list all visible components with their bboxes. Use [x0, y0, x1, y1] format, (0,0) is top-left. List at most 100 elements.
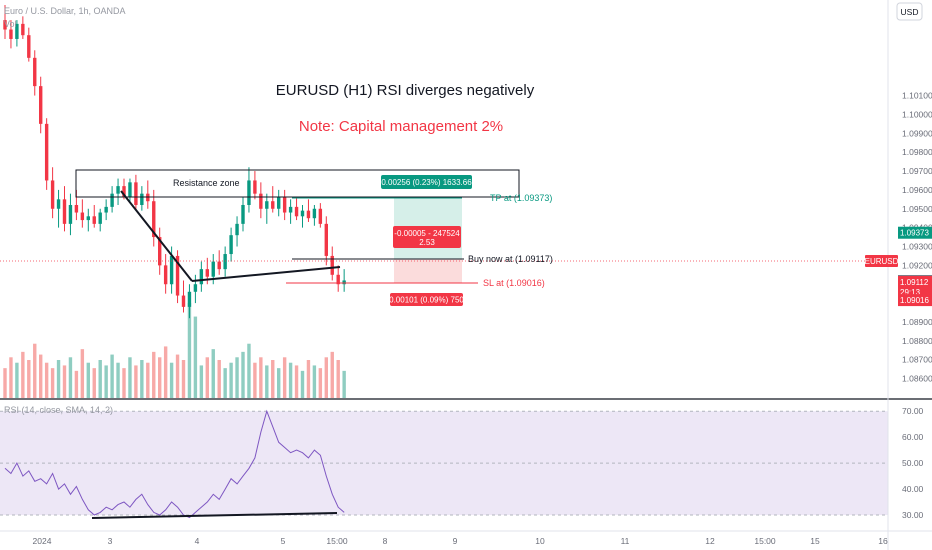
- currency-button-label[interactable]: USD: [901, 7, 919, 17]
- open-pnl-box: [393, 226, 461, 248]
- volume-bar: [288, 362, 293, 398]
- candle-body: [62, 199, 67, 224]
- volume-bar: [282, 357, 287, 398]
- candle-body: [336, 274, 340, 285]
- candle-body: [80, 212, 85, 221]
- time-tick-label: 11: [621, 536, 630, 546]
- candle-body: [92, 216, 96, 224]
- price-tick-label: 1.08700: [902, 355, 932, 365]
- price-tick-label: 1.10100: [902, 91, 932, 101]
- candle-body: [169, 255, 174, 285]
- candle-body: [39, 86, 43, 124]
- volume-bar: [253, 362, 257, 398]
- volume-bar: [241, 351, 245, 398]
- volume-bar: [318, 368, 323, 398]
- volume-bar: [116, 362, 120, 398]
- volume-bar: [128, 357, 132, 398]
- candle-body: [247, 180, 251, 205]
- volume-bar: [336, 360, 340, 398]
- volume-bar: [247, 343, 251, 398]
- volume-bar: [15, 362, 19, 398]
- loss-box: [390, 293, 463, 306]
- volume-bar: [217, 360, 221, 398]
- volume-bar: [3, 368, 7, 398]
- loss-zone[interactable]: [394, 259, 462, 283]
- currency-button[interactable]: [896, 2, 923, 21]
- price-trendline-down[interactable]: [120, 190, 193, 282]
- volume-bars: [3, 303, 346, 398]
- symbol-title[interactable]: Euro / U.S. Dollar, 1h, OANDA: [4, 6, 126, 16]
- symbol-tag-text: EURUSD: [865, 257, 899, 266]
- time-tick-label: 16: [878, 536, 888, 546]
- sl-price-tag-text: 1.09016: [900, 296, 929, 305]
- candle-body: [187, 291, 192, 307]
- candle-body: [33, 57, 37, 87]
- volume-bar: [44, 362, 49, 398]
- volume-bar: [199, 365, 204, 398]
- time-tick-label: 8: [383, 536, 388, 546]
- volume-bar: [259, 357, 263, 398]
- candle-body: [44, 123, 49, 181]
- volume-bar: [306, 360, 311, 398]
- volume-bar: [158, 357, 162, 398]
- candles: [3, 5, 346, 319]
- volume-bar: [27, 360, 31, 398]
- candle-body: [98, 212, 102, 224]
- volume-bar: [312, 365, 317, 398]
- resistance-zone-label: Resistance zone: [173, 178, 240, 188]
- volume-bar: [193, 316, 198, 398]
- time-tick-label: 10: [535, 536, 545, 546]
- volume-bar: [56, 360, 61, 398]
- time-tick-label: 9: [453, 536, 458, 546]
- candle-body: [306, 210, 311, 219]
- candle-body: [134, 182, 138, 205]
- candle-body: [104, 206, 108, 213]
- rsi-label[interactable]: RSI (14, close, SMA, 14, 2): [4, 405, 113, 415]
- price-tick-label: 1.08800: [902, 336, 932, 346]
- candle-body: [193, 284, 198, 292]
- candle-body: [288, 206, 293, 213]
- volume-bar: [110, 354, 114, 398]
- symbol-tag: [865, 255, 898, 267]
- current-price-tag-text: 1.09112: [900, 278, 929, 287]
- rsi-trendline-lower-low[interactable]: [91, 512, 338, 519]
- rsi-tick-label: 70.00: [902, 406, 924, 416]
- price-tick-label: 1.09200: [902, 260, 932, 270]
- volume-bar: [271, 360, 275, 398]
- tp-price-tag-text: 1.09373: [900, 229, 929, 238]
- resistance-zone-rectangle[interactable]: [75, 169, 520, 198]
- price-tick-label: 1.09500: [902, 204, 932, 214]
- time-axis-ticks: 2024 3 4 5 15:00 8 9 10 11 12 15:00 15 16: [33, 536, 888, 546]
- price-tick-label: 1.09900: [902, 128, 932, 138]
- volume-bar: [98, 360, 102, 398]
- volume-bar: [33, 343, 37, 398]
- candle-body: [229, 235, 233, 255]
- candle-body: [15, 23, 19, 39]
- open-pnl-line2: 2.53: [419, 238, 435, 247]
- candle-body: [324, 223, 328, 256]
- candle-body: [21, 23, 25, 36]
- candle-body: [241, 204, 245, 224]
- price-tick-label: 1.09600: [902, 185, 932, 195]
- candle-body: [56, 199, 61, 209]
- candle-body: [312, 208, 317, 219]
- volume-bar: [80, 349, 85, 398]
- candle-body: [50, 180, 55, 209]
- volume-bar: [68, 357, 73, 398]
- volume-bar: [146, 362, 150, 398]
- rsi-tick-label: 30.00: [902, 510, 924, 520]
- volume-bar: [235, 357, 239, 398]
- volume-bar: [294, 365, 299, 398]
- volume-bar: [205, 357, 209, 398]
- volume-bar: [163, 346, 168, 398]
- tp-price-tag: [898, 226, 932, 239]
- volume-label[interactable]: Vol: [4, 19, 17, 29]
- time-tick-label: 15:00: [326, 536, 348, 546]
- price-trendline-higher-low[interactable]: [191, 266, 341, 282]
- rsi-line: [4, 409, 345, 519]
- rsi-axis-ticks: 70.00 60.00 50.00 40.00 30.00: [902, 406, 924, 520]
- time-tick-label: 3: [108, 536, 113, 546]
- volume-bar: [86, 362, 90, 398]
